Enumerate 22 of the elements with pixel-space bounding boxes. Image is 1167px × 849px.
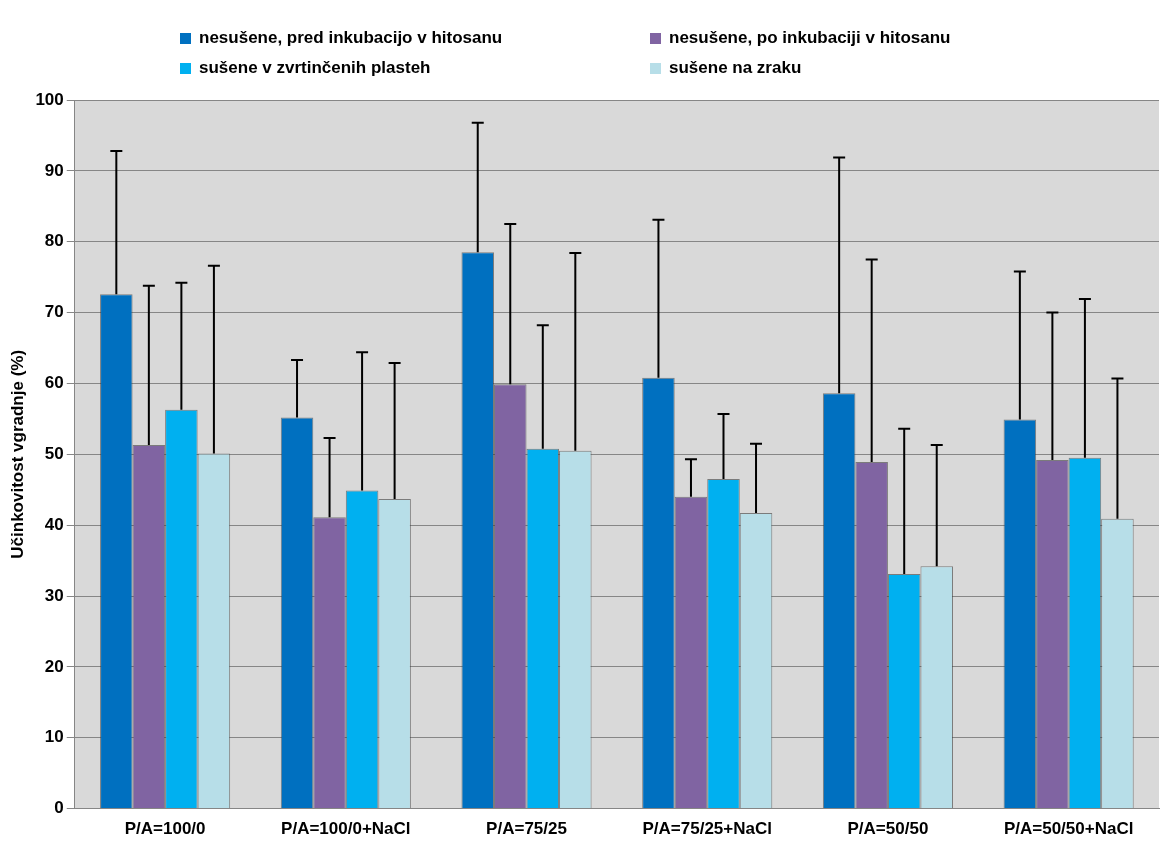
y-axis-title: Učinkovitost vgradnje (%) [7,349,27,559]
x-tick-label: P/A=50/50+NaCl [1003,819,1134,839]
x-tick-label: P/A=50/50 [847,819,929,839]
y-tick-label: 100 [35,89,64,109]
legend-label: nesušene, po inkubaciji v hitosanu [669,28,951,48]
y-tick-label: 70 [44,302,64,322]
y-tick-label: 90 [44,160,64,180]
x-tick-label: P/A=75/25+NaCl [642,819,772,839]
y-tick-label: 0 [54,798,64,818]
y-tick-label: 40 [44,514,64,534]
y-tick-label: 10 [44,727,64,747]
legend-label: sušene v zvrtinčenih plasteh [199,58,431,78]
y-tick-label: 20 [44,656,64,676]
y-tick-label: 30 [44,585,64,605]
legend-label: sušene na zraku [669,58,802,78]
x-tick-label: P/A=75/25 [486,819,567,839]
y-tick-label: 80 [44,231,64,251]
x-tick-label: P/A=100/0+NaCl [281,819,411,839]
y-tick-label: 60 [44,373,64,393]
x-tick-label: P/A=100/0 [124,819,206,839]
legend-label: nesušene, pred inkubacijo v hitosanu [199,28,503,48]
y-tick-label: 50 [44,443,64,463]
